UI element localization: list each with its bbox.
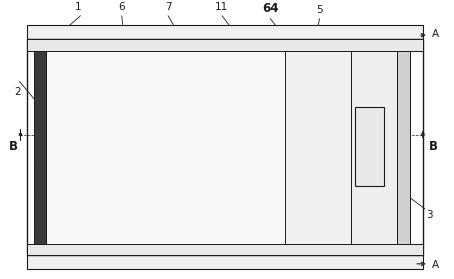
Bar — [350, 50, 397, 69]
Bar — [357, 109, 382, 184]
Bar — [27, 39, 423, 255]
Bar — [45, 50, 285, 244]
Bar — [378, 191, 383, 199]
Bar — [27, 39, 423, 50]
Text: 11: 11 — [215, 2, 228, 12]
Bar — [397, 50, 410, 244]
Bar — [27, 244, 423, 255]
Bar — [355, 191, 360, 199]
Bar — [370, 191, 375, 199]
Text: 3: 3 — [426, 210, 432, 220]
Bar — [355, 95, 360, 103]
Bar — [353, 80, 390, 87]
Bar — [27, 25, 423, 39]
Text: 5: 5 — [316, 5, 323, 15]
Bar — [370, 95, 375, 103]
Text: A: A — [432, 29, 439, 39]
Bar — [27, 255, 423, 269]
Bar — [353, 72, 390, 79]
Text: 6: 6 — [118, 2, 125, 12]
Bar — [285, 50, 350, 244]
Bar — [350, 50, 397, 244]
Bar — [362, 95, 368, 103]
Bar — [352, 93, 385, 105]
Text: 2: 2 — [14, 87, 21, 97]
Bar — [350, 69, 393, 90]
Text: 64: 64 — [262, 2, 279, 15]
Bar — [352, 189, 385, 201]
Bar — [34, 50, 45, 244]
Text: B: B — [429, 140, 438, 153]
Text: B: B — [9, 140, 18, 153]
Bar — [378, 95, 383, 103]
Bar — [355, 107, 384, 186]
Bar — [362, 191, 368, 199]
Text: 1: 1 — [75, 2, 82, 12]
Text: A: A — [432, 260, 439, 270]
Text: 7: 7 — [165, 2, 172, 12]
